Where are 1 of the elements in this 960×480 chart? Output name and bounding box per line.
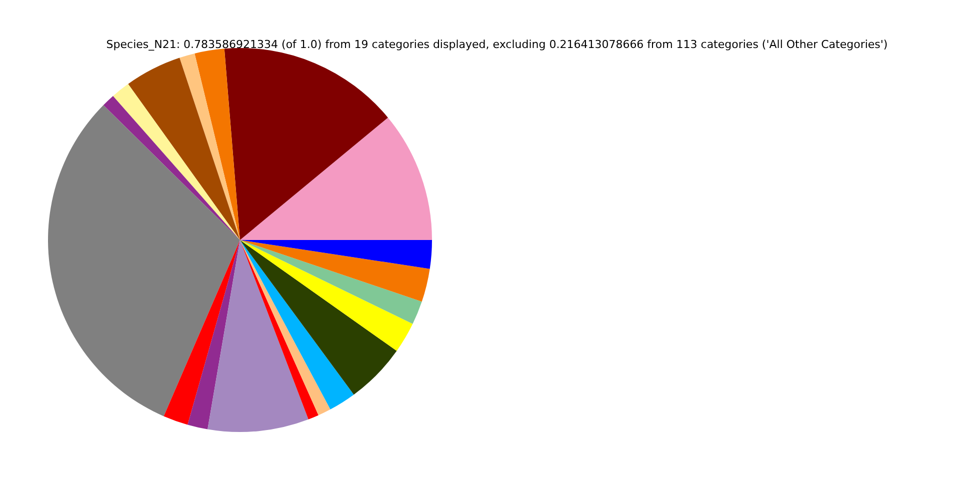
text: Species_N21: 0.783586921334 (of 1.0) from 19 categories displayed, excluding 0.216413078666 from 113 categories ('All Other Categories') xyxy=(106,38,888,51)
